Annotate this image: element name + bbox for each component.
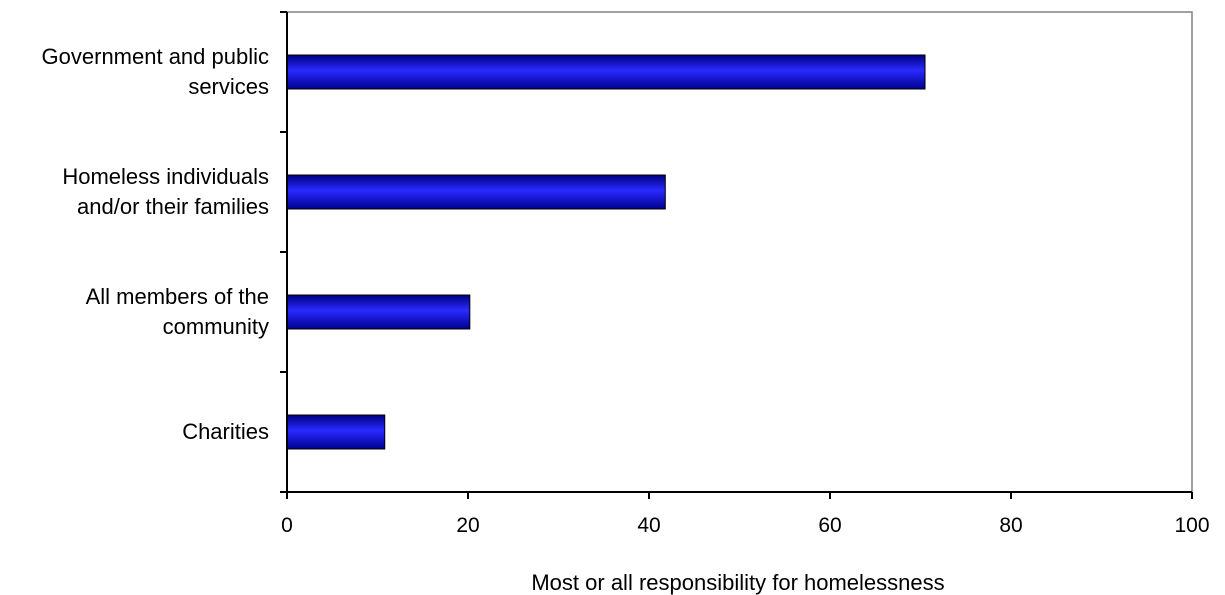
- category-label: Government and public services: [42, 44, 269, 99]
- x-tick-label: 60: [818, 514, 841, 537]
- category-label: Charities: [182, 419, 269, 444]
- x-tick-label: 20: [456, 514, 479, 537]
- category-label: All members of the community: [86, 284, 269, 339]
- x-tick-label: 0: [281, 514, 293, 537]
- category-label-line: and/or their families: [77, 194, 269, 219]
- category-label-line: Government and public: [42, 44, 269, 69]
- x-axis-title: Most or all responsibility for homelessn…: [531, 570, 944, 595]
- category-label-line: All members of the: [86, 284, 269, 309]
- category-labels: Government and public services Homeless in…: [42, 44, 269, 444]
- bar: [286, 174, 666, 210]
- category-label-line: Homeless individuals: [62, 164, 269, 189]
- plot-frame: [287, 11, 1193, 492]
- bars: [286, 54, 926, 450]
- bar: [286, 294, 471, 330]
- plot-border: [287, 11, 1193, 492]
- x-tick-label: 80: [999, 514, 1022, 537]
- category-label-line: services: [188, 74, 269, 99]
- bar: [286, 414, 386, 450]
- x-tick-labels: 0 20 40 60 80 100: [281, 514, 1209, 537]
- axes: [280, 11, 1193, 499]
- category-label: Homeless individuals and/or their familie…: [62, 164, 269, 219]
- x-tick-label: 40: [637, 514, 660, 537]
- category-label-line: community: [163, 314, 269, 339]
- x-tick-label: 100: [1174, 514, 1209, 537]
- bar: [286, 54, 926, 90]
- category-label-line: Charities: [182, 419, 269, 444]
